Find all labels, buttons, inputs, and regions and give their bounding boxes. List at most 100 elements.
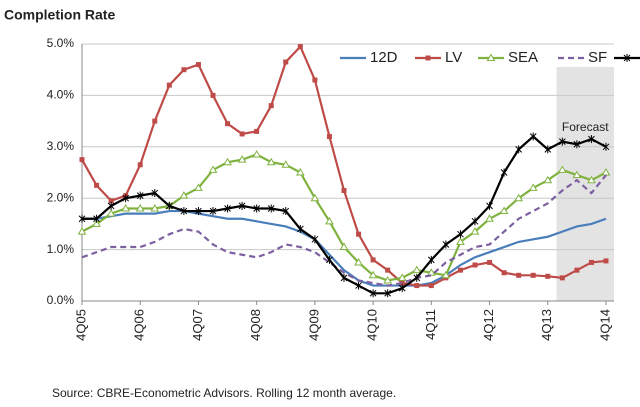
marker	[456, 237, 465, 245]
marker	[283, 59, 289, 65]
marker	[545, 273, 551, 279]
marker	[413, 273, 421, 282]
marker	[529, 132, 537, 141]
marker	[530, 272, 536, 278]
marker	[515, 145, 523, 154]
marker	[457, 267, 463, 273]
x-tick-label: 4Q10	[365, 309, 380, 341]
marker	[441, 270, 451, 279]
legend-label: 12D	[370, 49, 398, 66]
legend-label: SF	[588, 49, 607, 66]
marker	[559, 275, 565, 281]
marker	[209, 207, 217, 216]
marker	[602, 142, 610, 151]
y-tick-label: 5.0%	[47, 36, 75, 50]
marker	[544, 145, 552, 154]
marker	[603, 258, 609, 264]
marker	[281, 160, 291, 168]
marker	[79, 157, 85, 163]
legend-bg	[554, 49, 628, 67]
chart-title: Completion Rate	[4, 7, 115, 23]
marker	[165, 201, 173, 210]
line	[82, 209, 607, 287]
marker	[312, 77, 318, 83]
series	[81, 174, 607, 287]
marker	[106, 209, 116, 217]
x-tick-label: 4Q07	[190, 309, 205, 341]
marker	[268, 103, 274, 109]
marker	[237, 155, 247, 163]
legend-label: SEA	[508, 49, 538, 66]
marker	[295, 168, 305, 176]
marker	[528, 183, 538, 191]
marker	[370, 257, 376, 263]
marker	[356, 231, 362, 237]
y-tick-label: 1.0%	[47, 242, 75, 256]
marker	[557, 165, 567, 173]
marker	[588, 259, 594, 265]
marker	[224, 204, 231, 213]
marker	[297, 44, 303, 50]
forecast-label: Forecast	[562, 120, 609, 134]
marker	[107, 201, 115, 210]
marker	[253, 204, 261, 213]
y-tick-label: 3.0%	[47, 139, 75, 153]
marker	[151, 189, 159, 198]
marker	[92, 219, 101, 227]
marker	[252, 150, 262, 158]
marker	[195, 62, 201, 68]
marker	[210, 92, 216, 98]
marker	[94, 182, 100, 188]
marker	[499, 206, 509, 215]
marker	[369, 289, 377, 298]
marker	[457, 230, 464, 239]
x-tick-label: 4Q12	[481, 309, 496, 341]
marker	[543, 175, 553, 184]
x-tick-label: 4Q06	[132, 309, 147, 341]
marker	[574, 267, 580, 273]
marker	[225, 121, 231, 127]
marker	[486, 53, 496, 61]
marker	[339, 242, 349, 251]
marker	[355, 281, 362, 290]
marker	[472, 262, 478, 268]
marker	[77, 227, 87, 235]
x-tick-label: 4Q05	[73, 309, 88, 341]
marker	[121, 203, 131, 212]
marker	[78, 214, 86, 223]
marker	[573, 140, 581, 149]
marker	[340, 273, 348, 282]
x-tick-label: 4Q09	[306, 309, 321, 341]
marker	[195, 207, 202, 216]
marker	[487, 259, 493, 265]
marker	[152, 118, 158, 124]
y-tick-label: 0.0%	[47, 293, 75, 307]
series	[77, 150, 611, 284]
series	[78, 132, 610, 298]
legend-bg	[336, 49, 410, 67]
marker	[238, 201, 246, 210]
marker	[427, 255, 435, 264]
marker	[501, 270, 507, 276]
marker	[326, 134, 332, 140]
marker	[354, 257, 363, 266]
marker	[516, 272, 522, 278]
legend-bg	[411, 49, 485, 67]
marker	[181, 67, 187, 73]
legend-bg	[474, 49, 548, 67]
marker	[93, 214, 100, 223]
marker	[572, 170, 582, 179]
marker	[267, 204, 275, 213]
marker	[135, 203, 145, 212]
marker	[208, 165, 218, 173]
marker	[500, 168, 508, 177]
marker	[558, 137, 566, 146]
y-tick-label: 2.0%	[47, 190, 75, 204]
marker	[310, 193, 320, 202]
marker	[514, 193, 524, 202]
source-note: Source: CBRE-Econometric Advisors. Rolli…	[52, 386, 396, 400]
marker	[311, 235, 319, 244]
series	[82, 209, 607, 287]
